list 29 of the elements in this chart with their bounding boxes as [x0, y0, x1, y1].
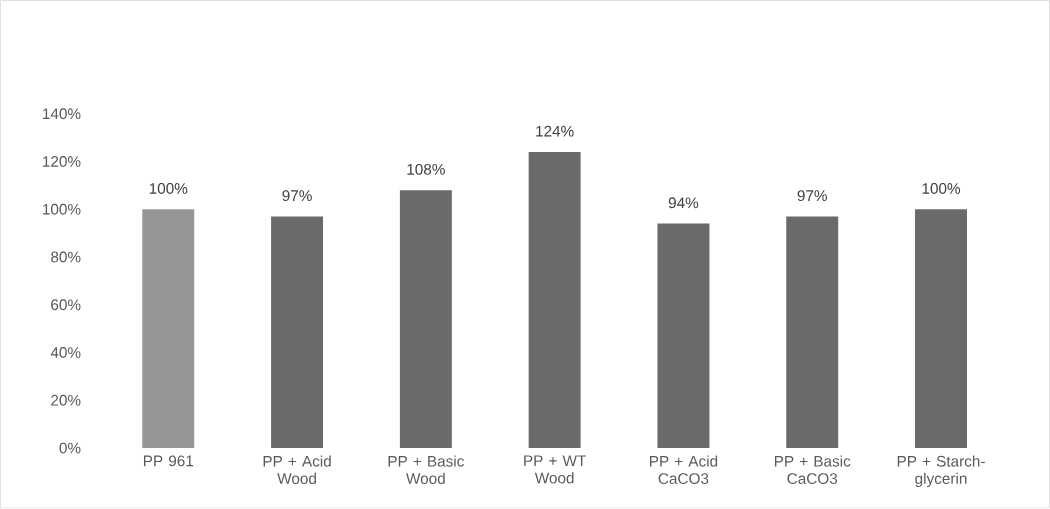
bar — [528, 152, 581, 449]
bar — [399, 190, 452, 449]
bar — [786, 216, 839, 449]
data-label: 108% — [407, 164, 445, 176]
y-tick-label: 100% — [43, 204, 81, 215]
y-tick-label: 60% — [51, 299, 81, 311]
y-tick-label: 120% — [43, 156, 81, 168]
y-tick-label: 0% — [59, 442, 81, 454]
data-label: 100% — [149, 183, 188, 195]
bar — [142, 209, 195, 449]
bar — [915, 209, 967, 449]
x-tick-label: PP + Starch-glycerin — [897, 455, 985, 488]
x-tick-label: PP + Acid CaCO3 — [649, 455, 718, 485]
x-tick-label: PP + WT Wood — [524, 455, 586, 484]
x-tick-label: PP + Basic Wood — [388, 455, 464, 485]
data-label: 100% — [922, 183, 961, 195]
y-tick-label: 20% — [51, 395, 81, 406]
x-tick-label: PP + Acid Wood — [263, 455, 331, 485]
data-label: 124% — [536, 126, 574, 137]
x-tick-label: PP 961 — [143, 455, 194, 467]
y-tick-label: 140% — [43, 108, 81, 120]
data-label: 97% — [797, 190, 828, 202]
x-tick-label: PP + Basic CaCO3 — [774, 455, 851, 485]
bar — [657, 223, 710, 449]
y-tick-label: 40% — [50, 347, 81, 359]
data-label: 94% — [668, 197, 699, 209]
data-label: 97% — [282, 190, 312, 202]
y-tick-label: 80% — [51, 251, 81, 263]
bar — [271, 216, 324, 449]
